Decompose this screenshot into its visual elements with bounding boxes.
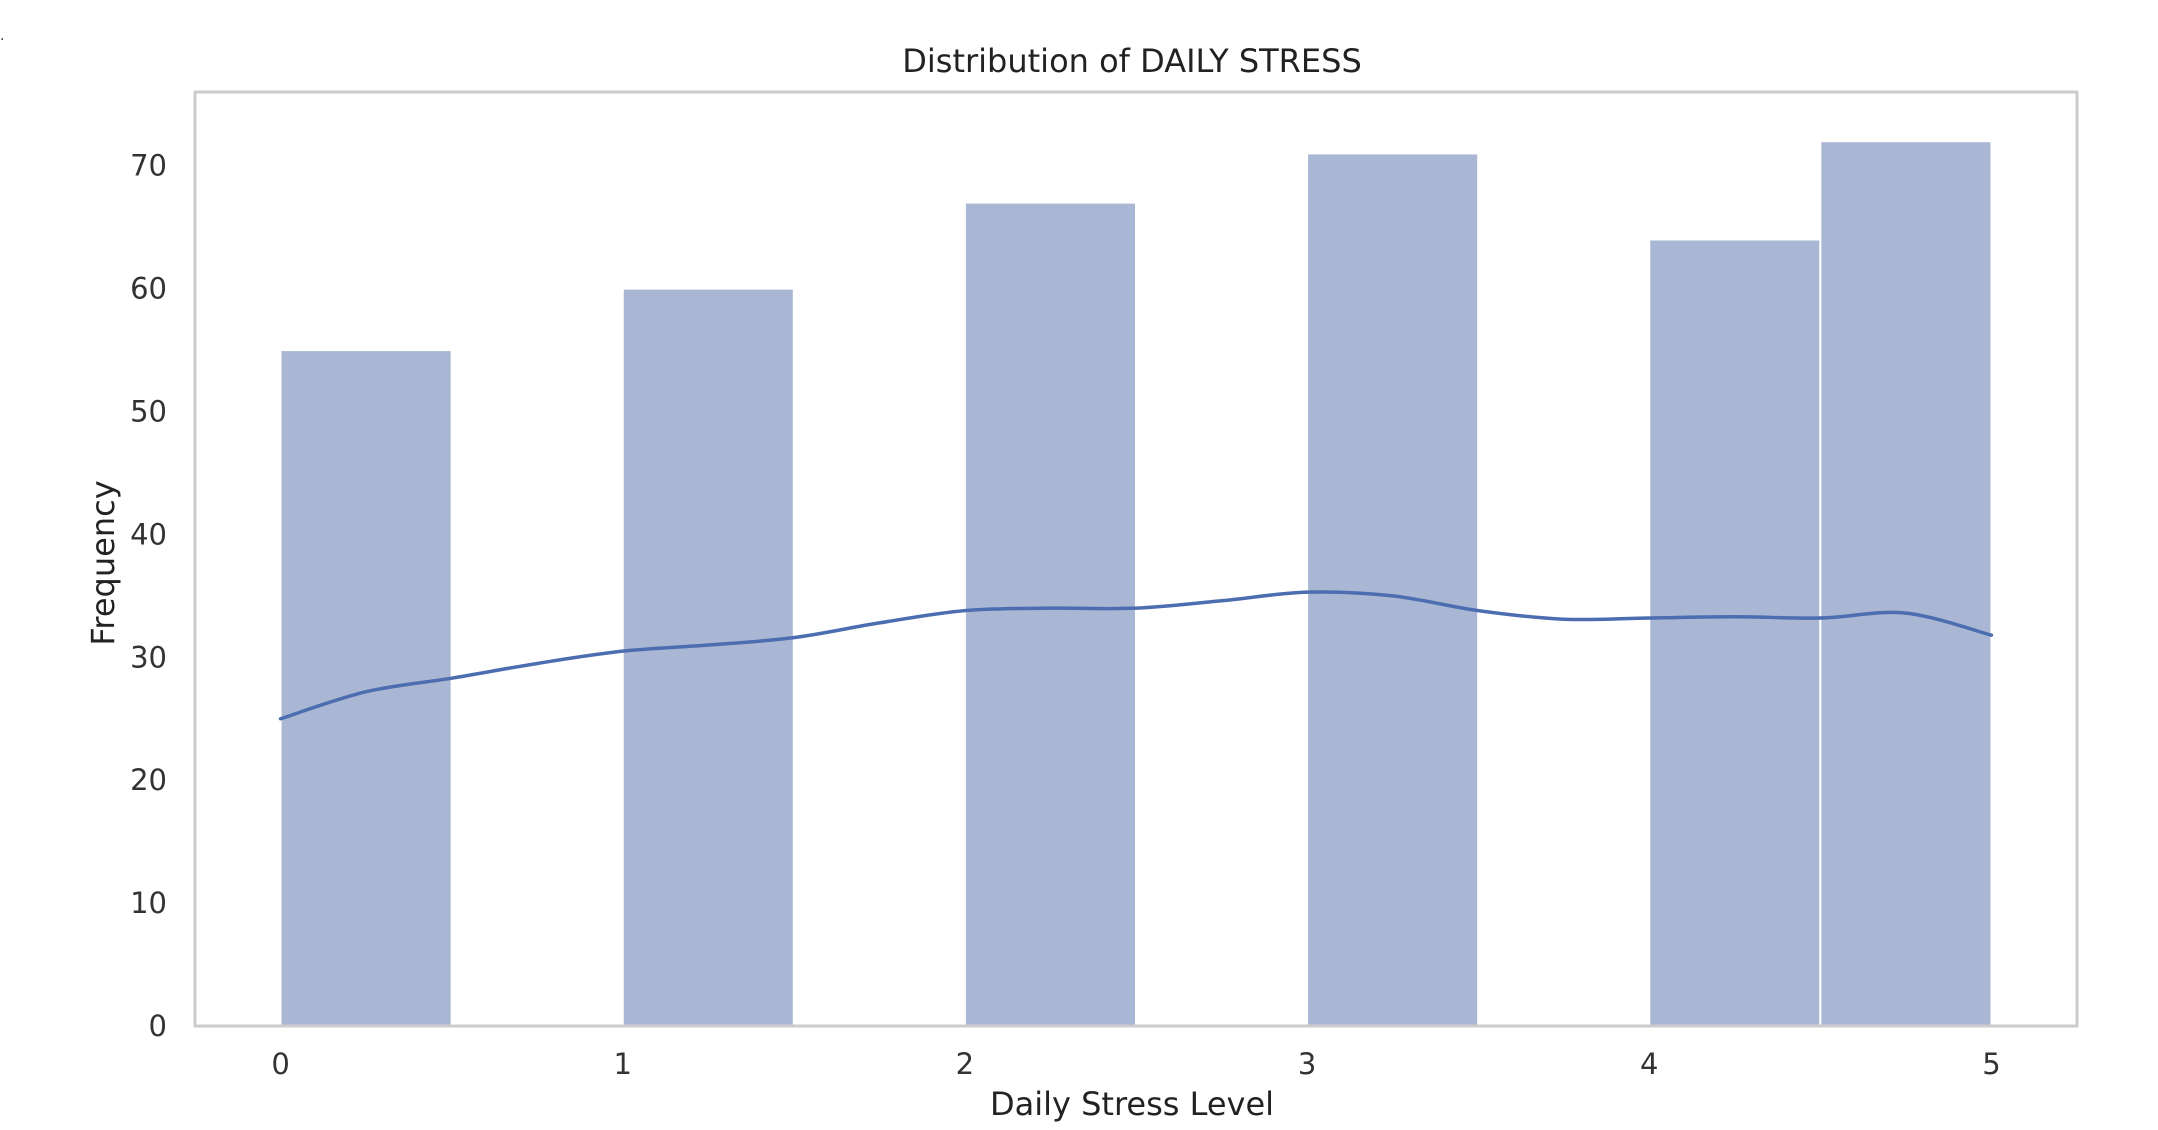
x-tick-label: 5 — [1982, 1047, 2000, 1081]
chart-title: Distribution of DAILY STRESS — [902, 42, 1362, 80]
y-tick-label: 0 — [149, 1009, 167, 1043]
plot-frame — [193, 90, 2079, 1028]
bars-group — [279, 140, 1993, 1028]
y-tick-label: 40 — [130, 517, 167, 551]
kde-curve — [278, 590, 1994, 721]
histogram-bar — [621, 287, 795, 1027]
x-axis-label: Daily Stress Level — [990, 1085, 1274, 1123]
y-tick-label: 60 — [130, 272, 167, 306]
stray-mark: . — [0, 28, 5, 44]
y-tick-label: 50 — [130, 395, 167, 429]
x-tick-label: 0 — [271, 1047, 289, 1081]
histogram-bar — [279, 349, 453, 1028]
histogram-bar — [1648, 238, 1822, 1027]
y-axis-ticks: 0 10 20 30 40 50 60 70 — [130, 149, 167, 1043]
x-tick-label: 1 — [614, 1047, 632, 1081]
y-axis-label: Frequency — [84, 480, 122, 645]
x-tick-label: 3 — [1298, 1047, 1316, 1081]
x-axis-ticks: 0 1 2 3 4 5 — [271, 1047, 2000, 1081]
y-tick-label: 20 — [130, 763, 167, 797]
y-tick-label: 10 — [130, 886, 167, 920]
histogram-bar — [1819, 140, 1993, 1027]
histogram-bar — [1306, 152, 1480, 1027]
x-tick-label: 2 — [956, 1047, 974, 1081]
y-tick-label: 70 — [130, 149, 167, 183]
x-tick-label: 4 — [1640, 1047, 1658, 1081]
histogram-bar — [963, 201, 1138, 1027]
y-tick-label: 30 — [130, 640, 167, 674]
